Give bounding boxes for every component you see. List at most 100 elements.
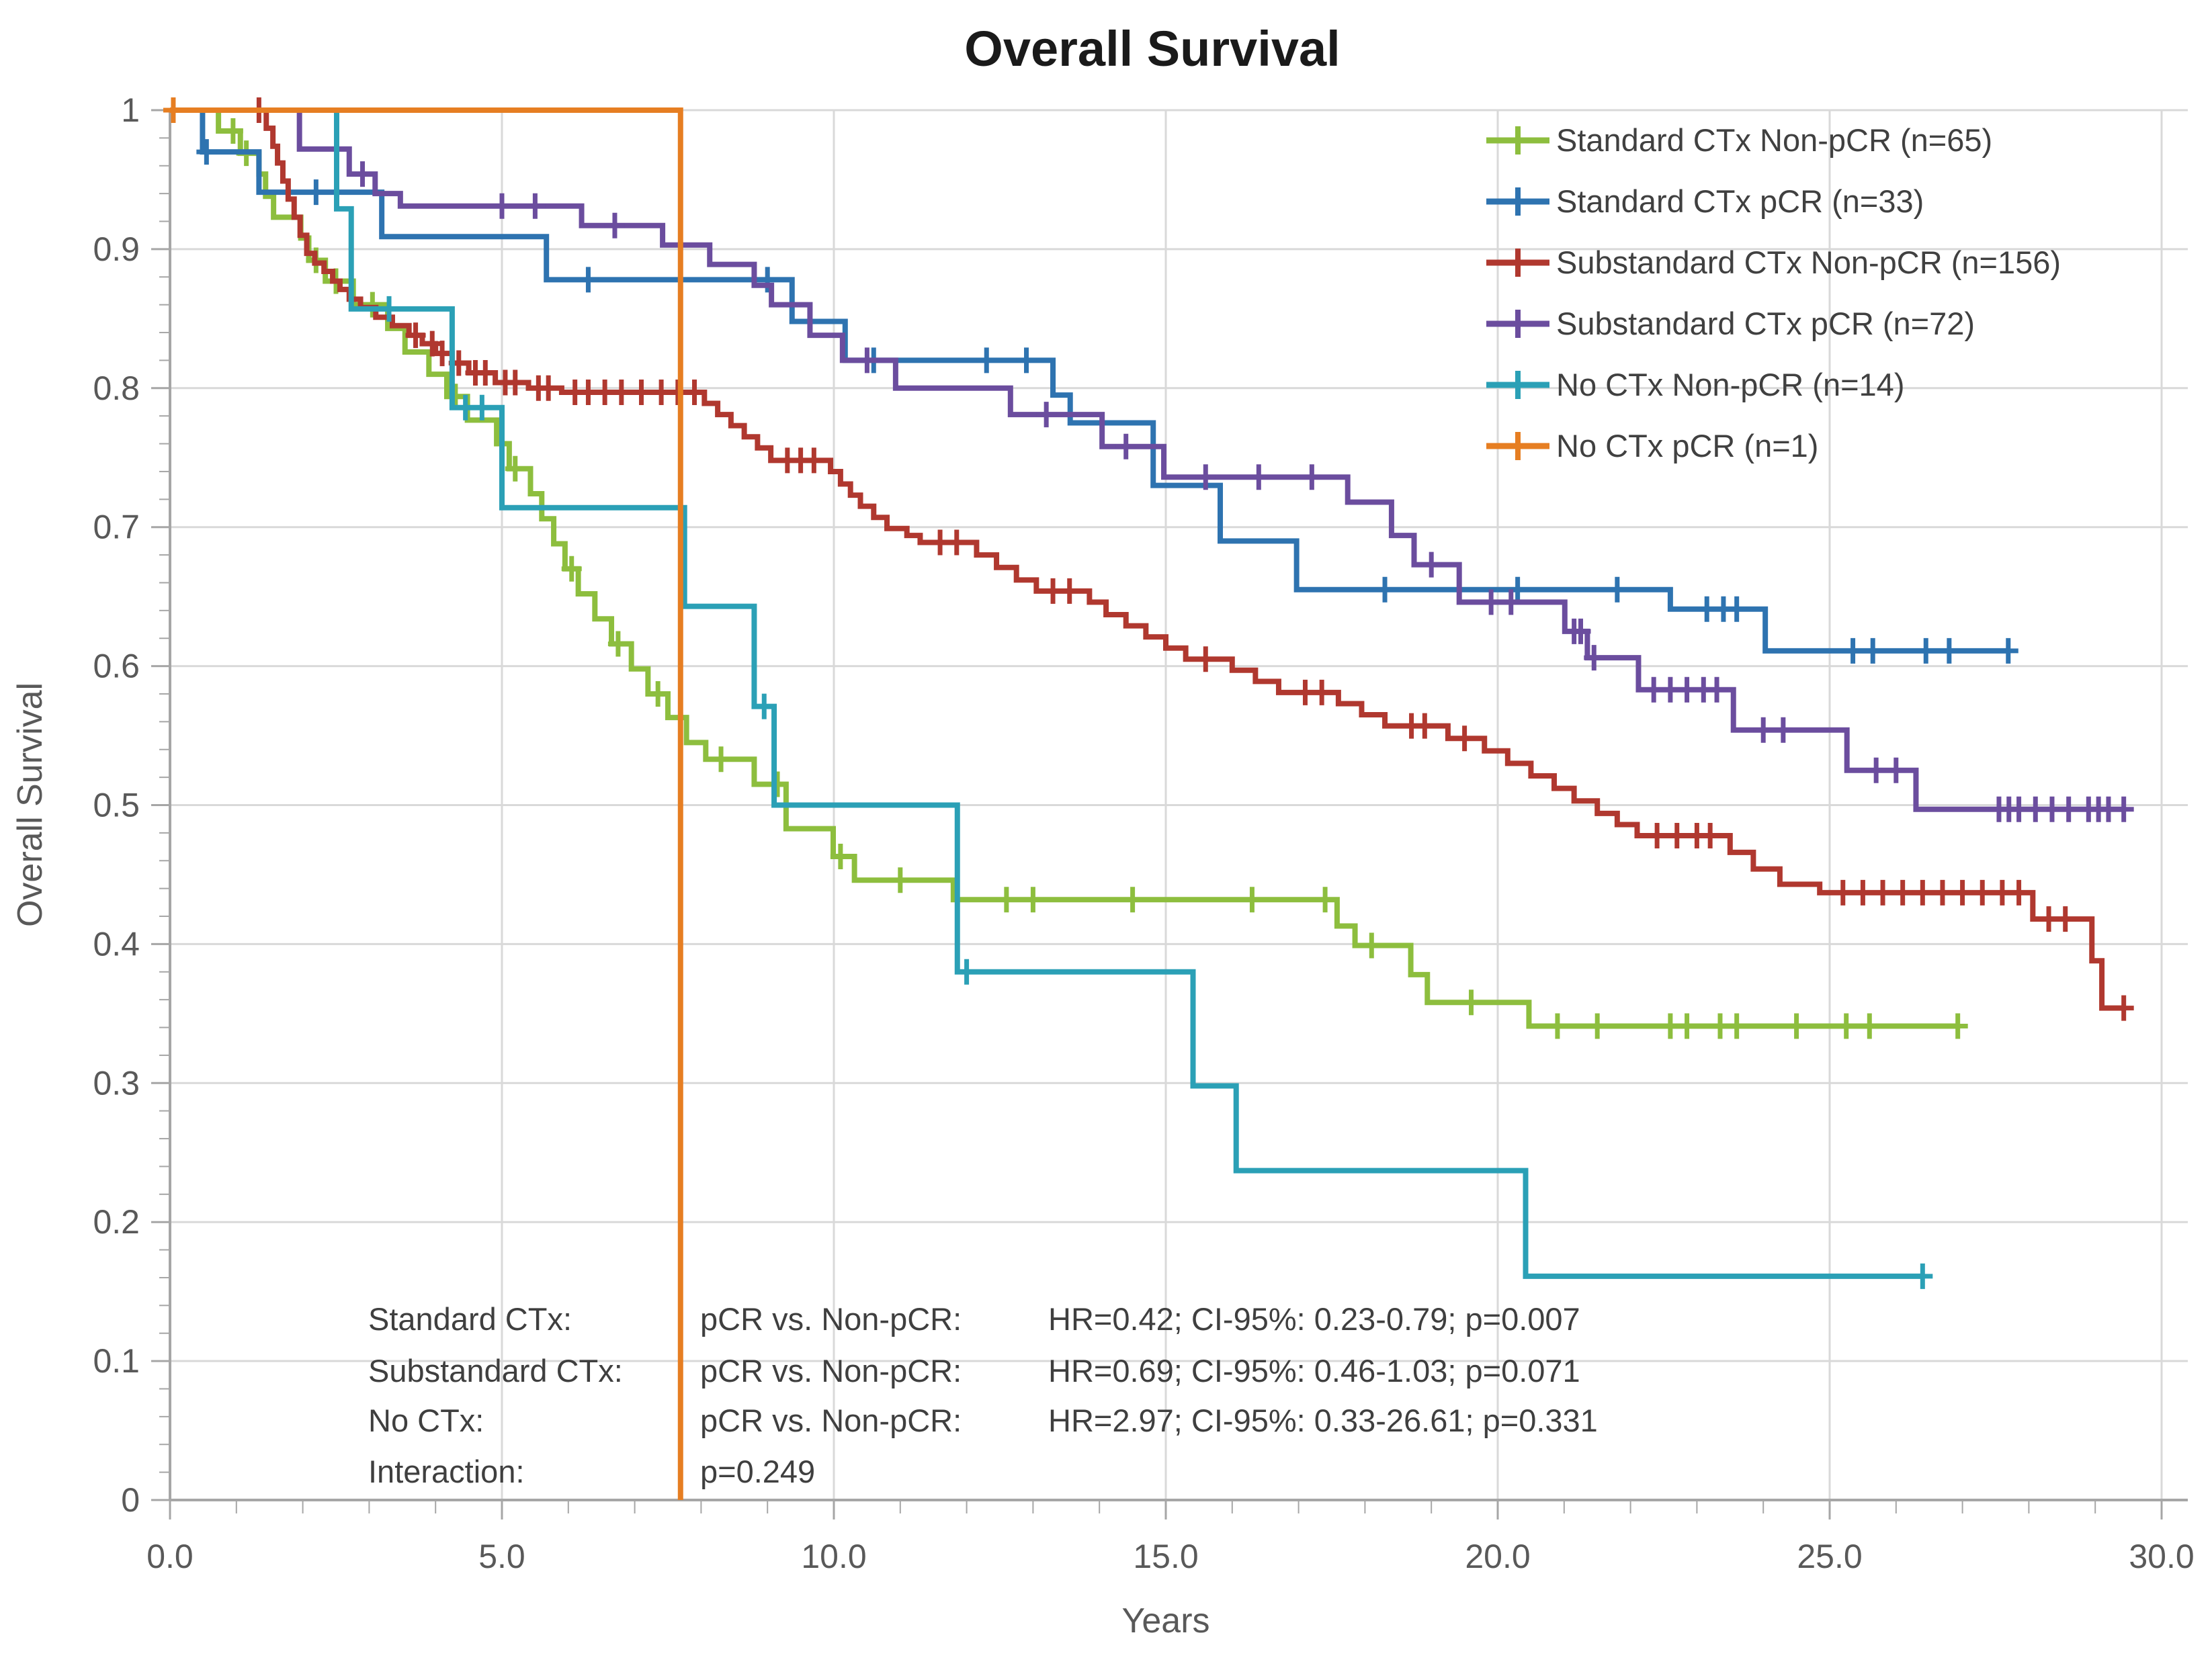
- annotation-c1: Standard CTx:: [368, 1301, 572, 1337]
- censor-mark: [432, 341, 453, 367]
- censor-mark: [2113, 995, 2134, 1021]
- censor-mark: [1500, 589, 1521, 615]
- censor-mark: [648, 680, 669, 707]
- censor-mark: [1842, 637, 1863, 664]
- censor-mark: [1707, 676, 1728, 703]
- censor-mark: [1753, 717, 1774, 743]
- censor-mark: [754, 693, 775, 719]
- censor-mark: [1421, 552, 1442, 578]
- km-curve-substandard-ctx-non-pcr-n-156: [170, 107, 2124, 1011]
- censor-mark: [946, 529, 967, 556]
- censor-mark: [2058, 796, 2079, 822]
- censor-mark: [1916, 637, 1937, 664]
- censor-mark: [604, 212, 625, 238]
- censor-mark: [1481, 589, 1502, 615]
- legend-item-substandard-ctx-pcr-n-72: Substandard CTx pCR (n=72): [1486, 306, 1975, 341]
- censor-mark: [405, 322, 426, 349]
- legend-marker-cross: [1507, 249, 1529, 277]
- censor-mark: [1972, 879, 1993, 906]
- annotation-c3: HR=0.69; CI-95%: 0.46-1.03; p=0.071: [1048, 1353, 1580, 1389]
- censor-mark: [1947, 1013, 1968, 1039]
- censor-mark: [1115, 433, 1136, 459]
- censor-mark: [1036, 402, 1057, 428]
- censor-mark: [1832, 879, 1853, 906]
- legend-marker-cross: [1507, 432, 1529, 460]
- y-axis-title: Overall Survival: [11, 682, 50, 927]
- y-tick-label: 0.2: [93, 1203, 140, 1241]
- y-tick-label: 0: [121, 1481, 140, 1519]
- annotation-row: Substandard CTx: pCR vs. Non-pCR: HR=0.69;…: [368, 1353, 1580, 1389]
- censor-mark: [1414, 713, 1435, 739]
- censor-mark: [362, 292, 383, 318]
- censor-mark: [1912, 879, 1933, 906]
- censor-mark: [163, 97, 183, 123]
- annotation-c2: pCR vs. Non-pCR:: [700, 1403, 962, 1438]
- censor-mark: [1302, 464, 1322, 490]
- censor-mark: [1952, 879, 1973, 906]
- censor-mark: [1786, 1013, 1807, 1039]
- annotation-c3: HR=2.97; CI-95%: 0.33-26.61; p=0.331: [1048, 1403, 1598, 1438]
- x-tick-label: 15.0: [1133, 1538, 1198, 1575]
- legend: Standard CTx Non-pCR (n=65) Standard CTx …: [1486, 122, 2061, 464]
- censor-mark: [2055, 906, 2076, 932]
- km-curve-no-ctx-non-pcr-n-14: [170, 107, 1923, 1279]
- legend-item-no-ctx-non-pcr-n-14: No CTx Non-pCR (n=14): [1486, 367, 1904, 402]
- censor-mark: [1726, 596, 1747, 622]
- x-tick-label: 5.0: [478, 1538, 525, 1575]
- annotation-c1: Substandard CTx:: [368, 1353, 623, 1389]
- censor-mark: [538, 375, 559, 401]
- censor-mark: [1248, 464, 1269, 490]
- annotation-c2: pCR vs. Non-pCR:: [700, 1301, 962, 1337]
- y-tick-label: 0.6: [93, 648, 140, 685]
- censor-mark: [1375, 576, 1396, 603]
- censor-mark: [684, 380, 705, 406]
- x-tick-label: 0.0: [146, 1538, 194, 1575]
- legend-label: Standard CTx Non-pCR (n=65): [1556, 122, 1992, 158]
- annotation-c3: HR=0.42; CI-95%: 0.23-0.79; p=0.007: [1048, 1301, 1580, 1337]
- censor-mark: [561, 556, 582, 582]
- censor-mark: [1836, 1013, 1857, 1039]
- km-curve-no-ctx-pcr-n-1: [170, 107, 683, 1500]
- y-tick-label: 0.7: [93, 509, 140, 546]
- legend-item-standard-ctx-non-pcr-n-65: Standard CTx Non-pCR (n=65): [1486, 122, 1992, 158]
- y-tick-label: 0.3: [93, 1064, 140, 1102]
- censor-mark: [578, 267, 599, 293]
- legend-marker-cross: [1507, 126, 1529, 155]
- censor-mark: [857, 347, 878, 373]
- censor-mark: [1866, 757, 1887, 783]
- censor-mark: [1885, 757, 1906, 783]
- x-tick-label: 20.0: [1465, 1538, 1530, 1575]
- chart-title: Overall Survival: [964, 21, 1340, 77]
- censor-mark: [1773, 717, 1793, 743]
- legend-label: Substandard CTx pCR (n=72): [1556, 306, 1975, 341]
- censor-mark: [1873, 879, 1894, 906]
- y-tick-label: 0.9: [93, 230, 140, 268]
- censor-mark: [196, 139, 217, 165]
- censor-mark: [1863, 637, 1883, 664]
- y-tick-label: 0.5: [93, 787, 140, 824]
- legend-label: Substandard CTx Non-pCR (n=156): [1556, 245, 2061, 280]
- series-no-ctx-pcr-n-1: [163, 97, 683, 1500]
- censor-mark: [1853, 879, 1873, 906]
- censor-mark: [379, 296, 400, 322]
- censor-mark: [1892, 879, 1913, 906]
- censor-mark: [1361, 932, 1382, 959]
- censor-mark: [830, 844, 851, 870]
- censor-mark: [1570, 618, 1591, 644]
- axis-ticks: [151, 109, 2163, 1519]
- legend-item-substandard-ctx-non-pcr-n-156: Substandard CTx Non-pCR (n=156): [1486, 245, 2061, 280]
- censor-mark: [505, 369, 525, 396]
- legend-item-no-ctx-pcr-n-1: No CTx pCR (n=1): [1486, 428, 1818, 464]
- censor-mark: [1315, 887, 1336, 913]
- legend-label: Standard CTx pCR (n=33): [1556, 183, 1924, 219]
- censor-mark: [2008, 879, 2029, 906]
- censor-mark: [1859, 1013, 1880, 1039]
- censor-mark: [505, 455, 525, 482]
- x-tick-label: 30.0: [2129, 1538, 2194, 1575]
- censor-mark: [1912, 1263, 1933, 1289]
- annotation-c1: No CTx:: [368, 1403, 484, 1438]
- censor-mark: [352, 161, 373, 187]
- y-tick-label: 0.4: [93, 925, 140, 963]
